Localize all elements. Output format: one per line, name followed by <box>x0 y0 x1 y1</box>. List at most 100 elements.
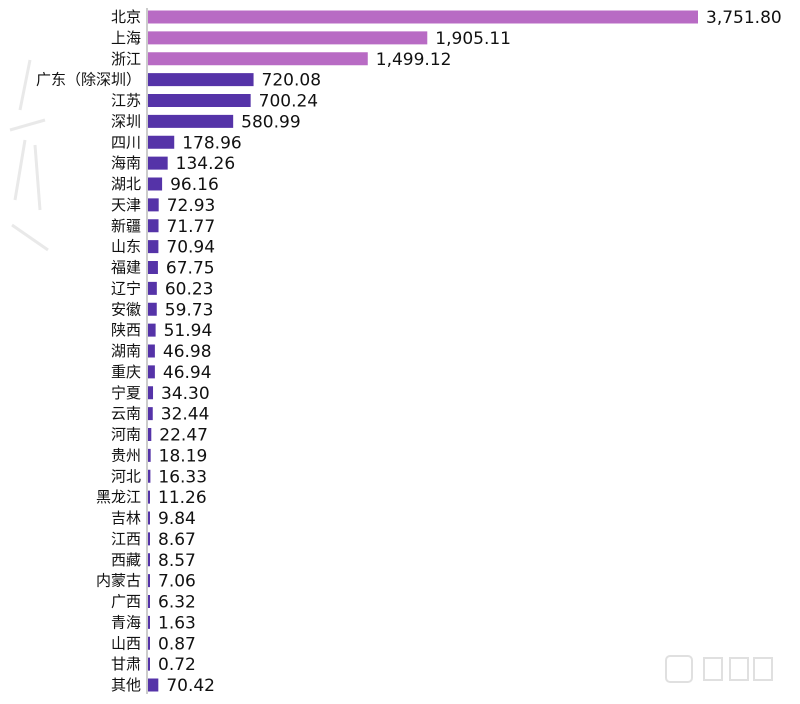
bar <box>148 678 159 692</box>
category-label: 浙江 <box>111 50 141 68</box>
bar <box>148 386 154 400</box>
value-labels: 3,751.80 1,905.111,499.12 720.08700.24580.… <box>158 8 782 696</box>
bar <box>148 219 159 233</box>
bar <box>148 302 157 316</box>
category-label: 吉林 <box>111 509 141 527</box>
category-label: 重庆 <box>111 363 141 381</box>
bar <box>148 52 368 66</box>
category-label: 深圳 <box>111 112 141 130</box>
bar <box>148 511 150 525</box>
bar <box>148 135 175 149</box>
bar <box>148 407 153 421</box>
category-label: 山西 <box>111 634 141 652</box>
value-label: 96.16 <box>170 175 219 195</box>
value-label: 3,751.80 <box>706 8 782 28</box>
category-label: 青海 <box>111 613 141 631</box>
value-label: 11.26 <box>158 488 207 508</box>
category-label: 云南 <box>111 405 141 423</box>
value-label: 72.93 <box>167 196 216 216</box>
bar <box>148 574 150 588</box>
bar <box>148 344 155 358</box>
bar <box>148 490 150 504</box>
value-label: 0.87 <box>158 634 196 654</box>
bar <box>148 261 158 274</box>
value-label: 16.33 <box>158 467 207 487</box>
value-label: 8.67 <box>158 530 196 550</box>
bar <box>148 198 159 212</box>
category-label: 贵州 <box>111 446 141 464</box>
value-label: 580.99 <box>241 112 300 132</box>
category-label: 福建 <box>111 259 141 277</box>
value-label: 46.98 <box>163 342 212 362</box>
bar <box>148 31 428 45</box>
value-label: 1.63 <box>158 613 196 633</box>
bar <box>148 553 150 567</box>
category-label: 西藏 <box>111 551 141 569</box>
value-label: 6.32 <box>158 593 196 613</box>
value-label: 51.94 <box>164 321 213 341</box>
value-label: 60.23 <box>165 279 214 299</box>
value-label: 0.72 <box>158 655 196 675</box>
category-label: 四川 <box>111 133 141 151</box>
value-label: 71.77 <box>167 217 216 237</box>
category-label: 天津 <box>111 196 141 214</box>
category-label: 其他 <box>111 676 141 694</box>
bar <box>148 323 156 337</box>
category-label: 河北 <box>111 467 141 485</box>
value-label: 9.84 <box>158 509 196 529</box>
bar <box>148 615 150 629</box>
category-label: 山东 <box>111 238 141 256</box>
category-label: 湖南 <box>111 342 141 360</box>
bar <box>148 177 163 191</box>
value-label: 178.96 <box>182 133 241 153</box>
bar <box>148 281 157 295</box>
bar <box>148 10 698 24</box>
category-label: 江西 <box>111 530 141 548</box>
category-label: 陕西 <box>111 321 141 339</box>
value-label: 7.06 <box>158 572 196 592</box>
category-label: 新疆 <box>111 217 141 235</box>
value-label: 67.75 <box>166 259 215 279</box>
bar <box>148 94 251 107</box>
watermark-strokes <box>9 59 49 252</box>
value-label: 700.24 <box>259 92 318 112</box>
category-label: 湖北 <box>111 175 141 193</box>
category-label: 江苏 <box>111 92 141 110</box>
bar <box>148 636 150 650</box>
category-label: 北京 <box>111 8 141 26</box>
value-label: 59.73 <box>165 300 214 320</box>
category-label: 河南 <box>111 426 141 444</box>
value-label: 32.44 <box>161 405 210 425</box>
bar <box>148 469 151 483</box>
bar <box>148 448 151 462</box>
category-label: 广西 <box>111 593 141 611</box>
value-label: 8.57 <box>158 551 196 571</box>
bar <box>148 240 159 254</box>
category-label: 辽宁 <box>111 279 141 297</box>
category-label: 海南 <box>111 154 141 172</box>
bar <box>148 657 150 671</box>
category-label: 甘肃 <box>111 655 141 673</box>
category-label: 上海 <box>111 29 141 47</box>
value-label: 1,499.12 <box>376 50 452 70</box>
value-label: 134.26 <box>176 154 235 174</box>
value-label: 1,905.11 <box>435 29 511 49</box>
category-label: 黑龙江 <box>96 488 141 506</box>
value-label: 720.08 <box>262 71 321 91</box>
bar <box>148 114 234 128</box>
bar <box>148 428 152 441</box>
value-label: 22.47 <box>159 426 208 446</box>
category-label: 宁夏 <box>111 384 141 402</box>
category-label: 内蒙古 <box>96 572 141 590</box>
category-label: 广东（除深圳） <box>36 71 141 89</box>
bar <box>148 532 150 546</box>
category-label: 安徽 <box>111 300 141 318</box>
value-label: 18.19 <box>159 446 208 466</box>
brand-logo-watermark <box>665 655 773 683</box>
bar <box>148 595 150 608</box>
value-label: 34.30 <box>161 384 210 404</box>
bar <box>148 365 155 379</box>
bar <box>148 156 168 170</box>
